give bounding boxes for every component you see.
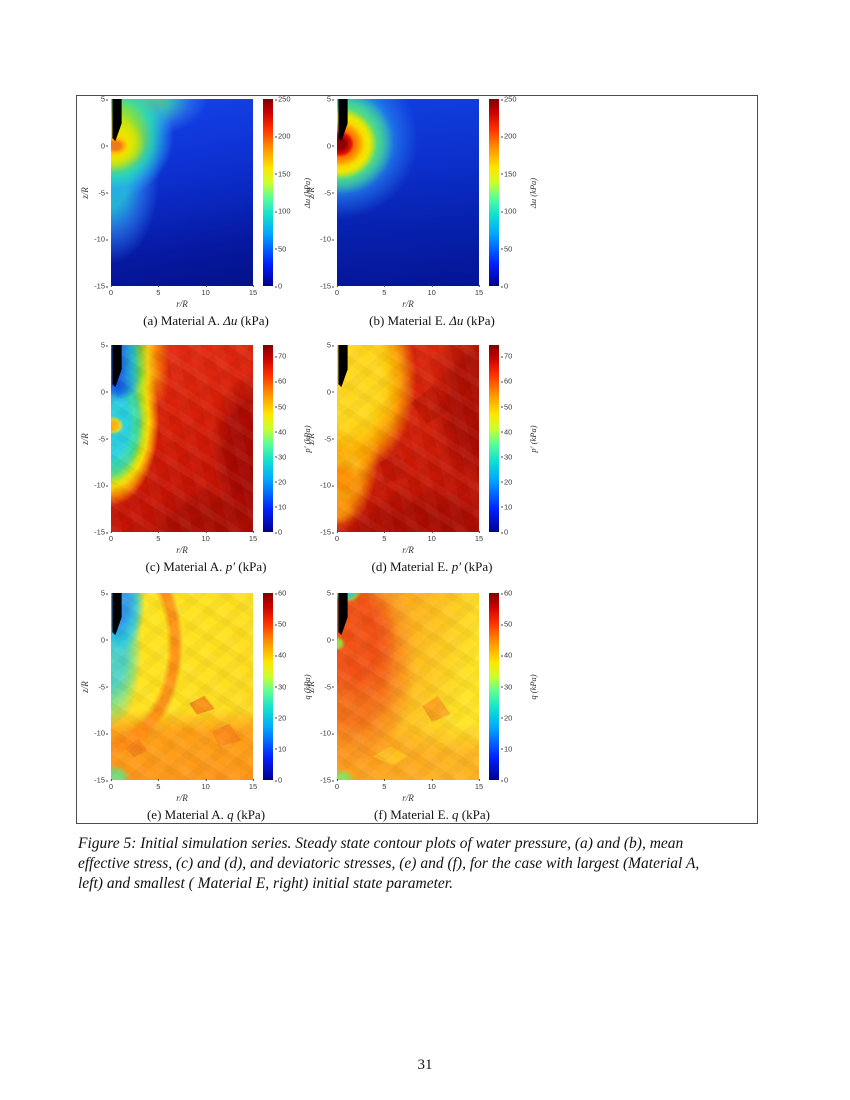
colorbar-jet [489,345,499,532]
figure-caption-line: effective stress, (c) and (d), and devia… [78,855,700,872]
mesh-texture [337,345,479,532]
colorbar-ticks: 70 60 50 40 30 20 10 0 [500,351,513,537]
colorbar-jet [263,99,273,286]
pile-shape [112,345,122,388]
x-axis-label: r/R [176,793,188,803]
pile-shape [112,99,122,142]
contour-band [111,345,182,405]
x-axis-ticks: 0 5 10 15 [108,285,258,297]
subplot-caption-c: (c) Material A. p′ (kPa) [145,559,267,574]
x-axis-ticks: 0 5 10 15 [334,531,484,543]
colorbar-ticks: 60 50 40 30 20 10 0 [500,588,513,785]
x-axis-label: r/R [176,545,188,555]
figure-caption: Figure 5: Initial simulation series. Ste… [78,834,778,894]
contour-plot-c [111,345,253,532]
x-axis-label: r/R [402,545,414,555]
subplot-a: z/R 5 0 -5 -10 -15 250 200 150 100 50 0 Δu (kPa) … [77,91,319,331]
colorbar-ticks: 70 60 50 40 30 20 10 0 [274,351,287,537]
colorbar-jet [263,593,273,780]
figure-caption-line: left) and smallest ( Material E, right) … [78,875,453,892]
colorbar-label: p′ (kPa) [528,424,538,453]
contour-plot-b [337,99,479,286]
colorbar-jet [263,345,273,532]
colorbar-label: Δu (kPa) [528,177,538,208]
figure-5-box: z/R 5 0 -5 -10 -15 250 200 150 100 50 0 Δu (kPa) … [76,95,758,824]
x-axis-ticks: 0 5 10 15 [108,531,258,543]
y-axis-ticks: 5 0 -5 -10 -15 [94,588,109,785]
pile-shape [112,593,122,636]
subplot-caption-d: (d) Material E. p′ (kPa) [371,559,493,574]
colorbar-ticks: 250 200 150 100 50 0 [500,94,517,291]
contour-plot-e [111,593,253,780]
x-axis-ticks: 0 5 10 15 [334,285,484,297]
mesh-texture [111,345,253,532]
y-axis-ticks: 5 0 -5 -10 -15 [320,588,335,785]
subplot-b: z/R 5 0 -5 -10 -15 250 200 150 100 50 0 Δu (kPa) … [303,91,545,331]
colorbar-ticks: 250 200 150 100 50 0 [274,94,291,291]
subplot-caption-e: (e) Material A. q (kPa) [146,807,266,822]
x-axis-label: r/R [402,793,414,803]
y-axis-ticks: 5 0 -5 -10 -15 [320,340,335,537]
subplot-c: z/R 5 0 -5 -10 -15 70 60 50 40 30 20 10 0 p′ (kPa) … [77,337,319,577]
colorbar-ticks: 60 50 40 30 20 10 0 [274,588,287,785]
pile-shape [338,345,348,388]
subplot-caption-b: (b) Material E. Δu (kPa) [369,313,495,328]
x-axis-ticks: 0 5 10 15 [334,779,484,791]
figure-caption-line: Figure 5: Initial simulation series. Ste… [78,835,684,852]
mesh-texture [337,593,479,780]
x-axis-ticks: 0 5 10 15 [108,779,258,791]
subplot-caption-a: (a) Material A. Δu (kPa) [143,313,269,328]
subplot-caption-f: (f) Material E. q (kPa) [374,807,490,822]
colorbar-jet [489,99,499,286]
colorbar-jet [489,593,499,780]
contour-plot-d [337,345,479,532]
contour-plot-f [337,593,479,780]
y-axis-ticks: 5 0 -5 -10 -15 [94,340,109,537]
y-axis-ticks: 5 0 -5 -10 -15 [94,94,109,291]
colorbar-label: q (kPa) [528,673,538,700]
pile-shape [338,99,348,142]
mesh-texture [111,593,253,780]
x-axis-label: r/R [176,299,188,309]
pile-shape [338,593,348,636]
contour-plot-a [111,99,253,286]
subplot-d: z/R 5 0 -5 -10 -15 70 60 50 40 30 20 10 0 p′ (kPa) … [303,337,545,577]
x-axis-label: r/R [402,299,414,309]
y-axis-ticks: 5 0 -5 -10 -15 [320,94,335,291]
page-number: 31 [417,1057,433,1073]
